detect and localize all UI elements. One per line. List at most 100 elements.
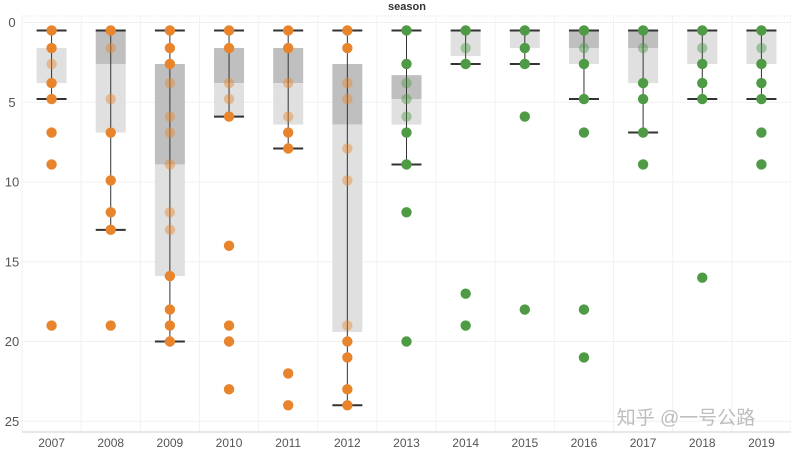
data-point [282,111,294,122]
x-tick-label: 2008 [97,436,124,450]
x-tick-label: 2012 [334,436,361,450]
data-point [223,42,235,54]
data-point [697,25,708,36]
data-point [401,207,412,218]
y-tick-label: 10 [5,175,19,190]
data-point [460,58,471,70]
data-point [401,159,412,170]
data-point [282,368,294,379]
data-point [578,58,590,70]
data-point [282,42,294,54]
data-point [401,111,412,122]
data-point [578,352,590,363]
data-point [342,400,353,411]
data-point [756,58,767,70]
data-point [164,25,176,36]
data-point [519,304,531,315]
x-tick-label: 2016 [571,436,598,450]
x-tick-label: 2019 [748,436,775,450]
data-point [105,127,116,138]
y-axis: 0 5 10 15 20 25 [5,15,19,429]
data-point [223,336,235,347]
data-point [282,127,294,138]
y-tick-label: 20 [5,334,19,349]
data-point [46,42,57,54]
data-point [342,384,353,395]
data-point [282,143,294,154]
data-point [164,207,176,218]
data-point [756,159,767,170]
data-point [637,42,649,54]
data-point [164,304,176,315]
data-point [46,77,57,89]
data-point [401,93,412,105]
data-point [519,111,531,122]
data-point [697,77,708,89]
data-point [105,224,116,236]
data-point [342,42,353,54]
data-point [578,127,590,138]
data-point [46,127,57,138]
data-point [282,77,294,89]
data-point [756,77,767,89]
data-point [519,42,531,54]
data-point [105,320,116,331]
data-point [460,25,471,36]
chart-title: season [388,1,426,13]
y-tick-label: 25 [5,414,19,429]
data-point [164,270,176,282]
data-point [401,25,412,36]
data-point [756,42,767,54]
data-point [46,58,57,70]
data-point [164,58,176,70]
box-layer [36,29,777,407]
data-point [578,25,590,36]
data-point [164,336,176,347]
gridlines [21,15,791,432]
data-point [578,304,590,315]
x-tick-label: 2013 [393,436,420,450]
data-point [164,320,176,331]
data-point [578,93,590,105]
data-point [401,336,412,347]
y-tick-label: 15 [5,254,19,269]
point-layer [46,25,767,411]
data-point [164,111,176,122]
data-point [637,25,649,36]
data-point [342,25,353,36]
data-point [460,320,471,331]
data-point [342,336,353,347]
data-point [342,77,353,89]
data-point [697,93,708,105]
data-point [282,25,294,36]
data-point [223,111,235,122]
data-point [105,207,116,218]
x-axis: 2007 2008 2009 2010 2011 2012 2013 2014 2015 2016… [22,431,791,450]
data-point [637,77,649,89]
x-tick-label: 2009 [157,436,184,450]
data-point [756,93,767,105]
data-point [637,159,649,170]
data-point [223,240,235,251]
data-point [46,320,57,331]
data-point [756,25,767,36]
data-point [46,159,57,170]
data-point [519,58,531,70]
x-tick-label: 2007 [38,436,65,450]
data-point [164,159,176,170]
data-point [342,93,353,105]
data-point [401,58,412,70]
y-tick-label: 0 [8,15,15,30]
data-point [697,42,708,54]
data-point [519,25,531,36]
x-tick-label: 2015 [511,436,538,450]
data-point [46,25,57,36]
data-point [637,127,649,138]
data-point [46,93,57,105]
data-point [105,93,116,105]
data-point [342,320,353,331]
data-point [697,272,708,283]
data-point [342,175,353,186]
data-point [223,320,235,331]
